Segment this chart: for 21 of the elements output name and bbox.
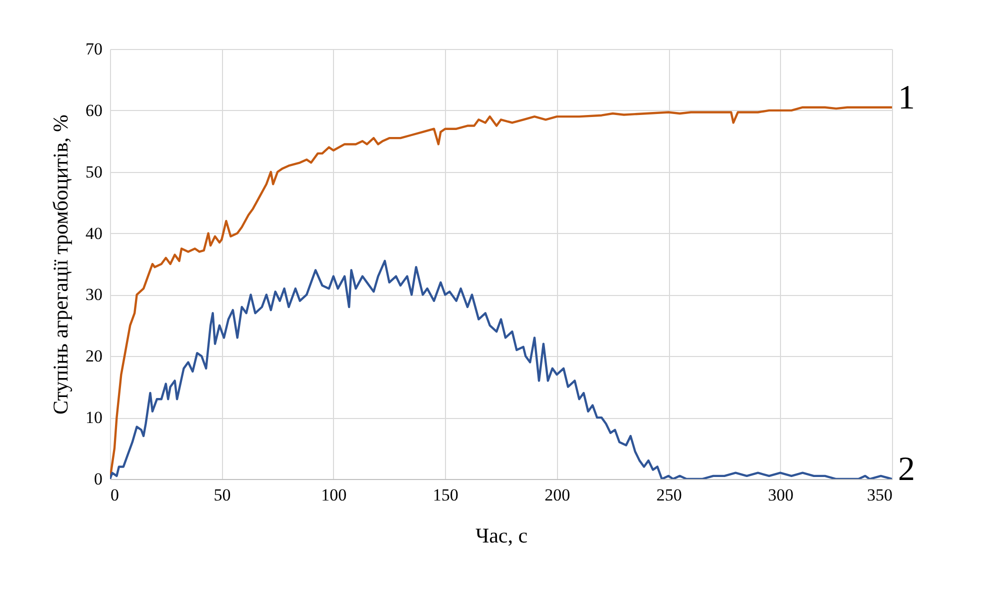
y-tick-label: 70 <box>86 40 102 58</box>
series-label: 2 <box>898 451 915 488</box>
y-tick-label: 40 <box>86 224 102 243</box>
x-tick-label: 100 <box>321 486 347 504</box>
x-tick-label: 200 <box>544 486 570 504</box>
series-label: 1 <box>898 79 915 116</box>
x-tick-label: 0 <box>110 486 119 504</box>
y-tick-label: 50 <box>86 162 102 182</box>
y-tick-label: 30 <box>86 285 102 304</box>
y-tick-label: 10 <box>86 408 102 428</box>
x-tick-label: 150 <box>432 486 458 504</box>
y-axis-title: Ступінь агрегації тромбоцитів, % <box>48 114 72 415</box>
line-series <box>110 260 892 479</box>
x-tick-label: 350 <box>867 486 892 504</box>
x-tick-label: 250 <box>656 486 682 504</box>
x-tick-label: 300 <box>768 486 794 504</box>
x-tick-label: 50 <box>214 486 231 504</box>
x-axis-title: Час, с <box>475 524 528 548</box>
y-tick-label: 0 <box>94 470 102 488</box>
y-tick-label: 20 <box>86 346 102 366</box>
y-tick-label: 60 <box>86 100 102 120</box>
